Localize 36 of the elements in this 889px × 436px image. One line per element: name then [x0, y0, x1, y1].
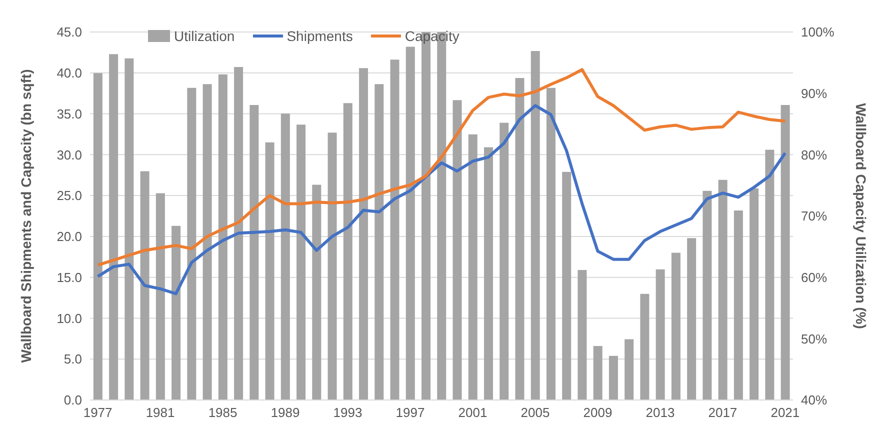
y-tick-label: 20.0 [56, 229, 82, 244]
y2-tick-label: 70% [801, 208, 828, 224]
x-tick-label: 1981 [146, 405, 175, 420]
line-series [96, 104, 787, 296]
y-axis-title: Wallboard Shipments and Capacity (bn sqft) [18, 69, 34, 363]
y2-tick-label: 40% [801, 392, 828, 408]
y-tick-label: 45.0 [56, 24, 82, 40]
y-tick-label: 15.0 [56, 270, 82, 285]
y-tick-label: 5.0 [64, 352, 82, 367]
x-tick-label: 2021 [770, 405, 800, 420]
y2-tick-label: 80% [801, 147, 828, 162]
y-tick-label: 10.0 [56, 310, 82, 326]
y2-tick-label: 60% [801, 270, 828, 285]
legend-label: Shipments [286, 28, 353, 44]
x-tick-label: 2013 [646, 405, 675, 420]
x-tick-label: 1985 [208, 405, 238, 420]
y2-tick-label: 100% [801, 24, 835, 40]
x-tick-label: 1977 [83, 405, 112, 420]
y2-tick-label: 50% [801, 331, 828, 346]
x-tick-label: 2009 [583, 405, 612, 420]
line-series [96, 68, 787, 267]
y2-tick-label: 90% [801, 86, 828, 101]
y2-axis-title: Wallboard Capacity Utilization (%) [853, 103, 869, 329]
y-tick-label: 30.0 [56, 147, 82, 162]
y-tick-label: 25.0 [56, 188, 82, 204]
x-tick-label: 1997 [396, 405, 425, 420]
x-tick-label: 1993 [333, 405, 362, 420]
y-tick-label: 35.0 [56, 106, 82, 122]
legend-label: Utilization [174, 28, 235, 44]
y-tick-label: 0.0 [64, 392, 82, 408]
x-tick-label: 2005 [520, 405, 550, 420]
y-tick-label: 40.0 [56, 66, 82, 81]
x-tick-label: 1989 [270, 405, 300, 420]
legend-label: Capacity [404, 28, 460, 44]
x-tick-label: 2017 [708, 405, 738, 420]
x-tick-label: 2001 [458, 405, 488, 420]
